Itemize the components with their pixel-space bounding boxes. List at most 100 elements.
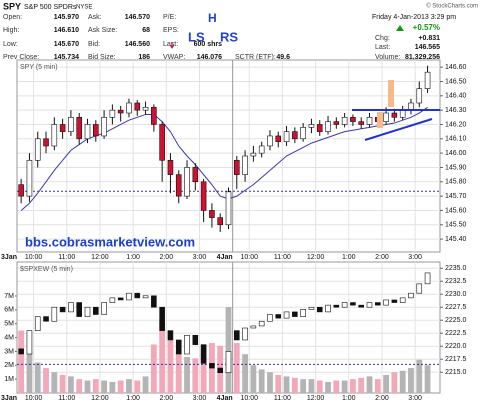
candle-body — [267, 135, 273, 147]
volume-bar — [300, 379, 307, 393]
y2-tick-label: 7M — [4, 293, 14, 300]
candle-body — [192, 167, 199, 183]
volume-bar — [358, 377, 365, 393]
candle-body — [267, 314, 273, 322]
candle-body — [217, 367, 223, 374]
volume-bar — [84, 380, 91, 393]
candle-body — [151, 295, 157, 308]
candle-body — [292, 131, 298, 140]
volume-bar — [126, 379, 132, 393]
y-tick-label: 146.10 — [445, 136, 467, 143]
y-tick-label: 145.40 — [445, 236, 467, 243]
y-tick-label: 2220.0 — [445, 343, 467, 350]
y2-tick-label: 6M — [4, 307, 14, 314]
volume-bar — [283, 376, 290, 393]
candle-body — [250, 152, 257, 157]
candle-body — [275, 314, 282, 319]
exchange: NYSE — [76, 5, 92, 11]
candle-body — [109, 109, 116, 118]
candle-body — [341, 117, 348, 125]
y-tick-label: 145.90 — [445, 164, 467, 171]
sctr-value: 49.6 — [276, 54, 290, 61]
candle-body — [126, 102, 132, 114]
watermark: bbs.cobrasmarketview.com — [25, 234, 195, 249]
volume-bar — [242, 354, 248, 393]
x-tick-label: 3:00 — [408, 395, 422, 402]
candle-body — [217, 217, 223, 226]
candle-body — [126, 292, 132, 301]
x-tick-label: 2:00 — [159, 395, 173, 402]
volume-bar — [92, 379, 99, 393]
change-percent: +0.57% — [413, 23, 440, 32]
candle-body — [424, 71, 431, 89]
x-tick-label: 3Jan — [1, 395, 17, 402]
candle-body — [159, 124, 165, 161]
panel-title: SPY (5 min) — [20, 64, 58, 71]
quote-label: P/E: — [163, 14, 176, 21]
quote-label: Last: — [163, 41, 178, 48]
x-tick-label: 3Jan — [1, 254, 17, 261]
x-tick-label: 12:00 — [91, 395, 109, 402]
quote-label: Bid: — [88, 41, 100, 48]
quote-value: 145.970 — [54, 14, 79, 21]
candle-body — [375, 302, 381, 306]
candle-body — [408, 292, 414, 299]
candle-body — [300, 127, 306, 140]
volume-bar — [184, 356, 190, 393]
x-tick-label: 12:00 — [307, 395, 325, 402]
candle-body — [225, 191, 232, 226]
volume-bar — [424, 365, 431, 393]
volume-bar — [59, 374, 66, 393]
candle-body — [300, 309, 306, 317]
volume-bar — [26, 351, 33, 393]
quote-label: VWAP: — [163, 54, 185, 61]
quote-label: Ask Size: — [88, 27, 117, 34]
candle-body — [366, 117, 373, 125]
y2-tick-label: 1M — [4, 376, 14, 383]
y-tick-label: 2235.0 — [445, 265, 467, 272]
volume-bar — [18, 330, 25, 393]
candle-body — [109, 297, 116, 303]
x-tick-label: 11:00 — [274, 395, 291, 402]
x-tick-label: 10:00 — [240, 254, 258, 261]
candle-body — [184, 334, 190, 355]
x-tick-label: 1:00 — [126, 395, 140, 402]
quote-label: EPS: — [163, 27, 179, 34]
y-tick-label: 145.60 — [445, 207, 467, 214]
candle-body — [93, 124, 99, 137]
volume-bar — [159, 320, 166, 393]
pattern-label: LS — [188, 29, 205, 44]
candle-body — [200, 344, 207, 364]
credit: © StockCharts.com — [426, 3, 478, 10]
candle-body — [200, 181, 207, 211]
y-tick-label: 146.30 — [445, 107, 467, 114]
y2-tick-label: 3M — [4, 348, 14, 355]
x-tick-label: 1:00 — [342, 395, 356, 402]
candle-body — [325, 304, 331, 313]
volume-bar — [408, 368, 414, 393]
y2-tick-label: 4M — [4, 334, 14, 341]
volume-bar — [333, 380, 340, 393]
candle-body — [151, 106, 157, 125]
sctr-label: SCTR (ETF): — [235, 54, 276, 61]
candle-body — [242, 155, 248, 175]
panel-title: $SPXEW (5 min) — [20, 266, 73, 273]
volume-bar — [68, 376, 74, 393]
candle-body — [68, 302, 74, 313]
candle-body — [350, 302, 356, 306]
candle-body — [43, 138, 49, 147]
summary-label: Chg: — [375, 35, 390, 42]
y-tick-label: 145.50 — [445, 222, 467, 229]
volume-bar — [374, 379, 381, 393]
y-tick-label: 146.40 — [445, 93, 467, 100]
candle-body — [34, 316, 41, 331]
candle-body — [308, 306, 315, 310]
quote-value: 146.570 — [125, 14, 150, 21]
quote-datetime: Friday 4-Jan-2013 3:29 pm — [372, 14, 456, 21]
candle-body — [51, 306, 58, 322]
candle-body — [167, 159, 174, 175]
volume-bar — [150, 344, 157, 393]
y-tick-label: 145.70 — [445, 193, 467, 200]
candle-body — [283, 131, 290, 142]
